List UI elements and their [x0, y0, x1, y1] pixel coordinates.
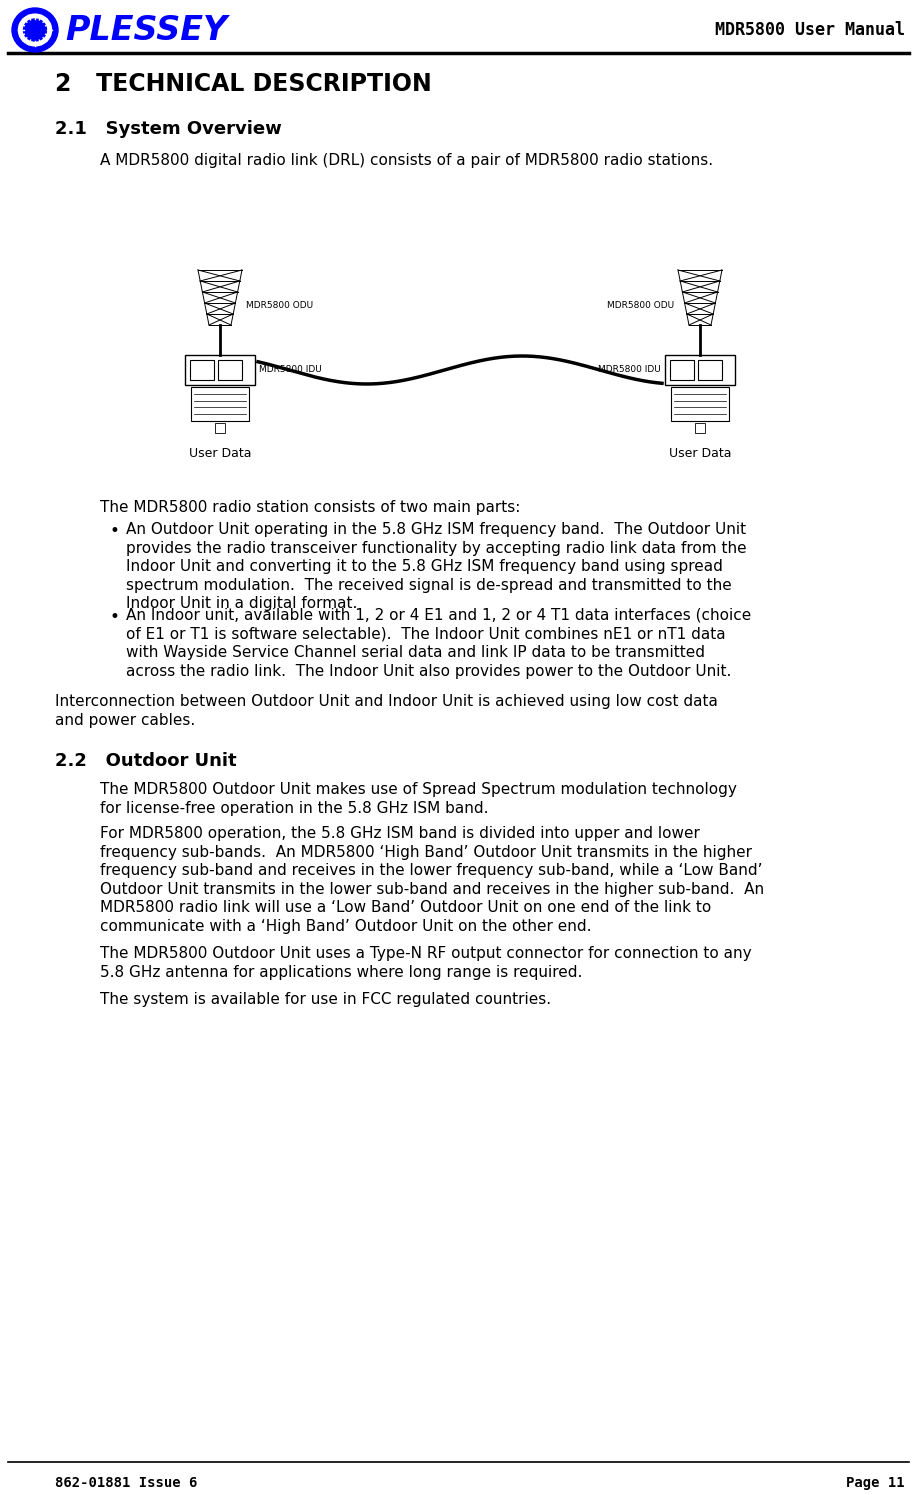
Text: MDR5800 User Manual: MDR5800 User Manual [715, 21, 905, 39]
Text: 2.1   System Overview: 2.1 System Overview [55, 120, 282, 138]
Text: The system is available for use in FCC regulated countries.: The system is available for use in FCC r… [100, 993, 551, 1008]
Text: User Data: User Data [668, 447, 731, 460]
Bar [190, 360, 214, 380]
Text: Interconnection between Outdoor Unit and Indoor Unit is achieved using low cost : Interconnection between Outdoor Unit and… [55, 694, 718, 728]
Text: For MDR5800 operation, the 5.8 GHz ISM band is divided into upper and lower
freq: For MDR5800 operation, the 5.8 GHz ISM b… [100, 827, 764, 934]
Bar [670, 360, 694, 380]
Text: The MDR5800 radio station consists of two main parts:: The MDR5800 radio station consists of tw… [100, 499, 520, 514]
Ellipse shape [18, 13, 51, 46]
Bar [698, 360, 722, 380]
Bar [185, 354, 255, 386]
Bar [215, 423, 225, 434]
Bar [695, 423, 705, 434]
Text: 2   TECHNICAL DESCRIPTION: 2 TECHNICAL DESCRIPTION [55, 72, 432, 96]
Bar [671, 387, 729, 422]
Ellipse shape [24, 19, 47, 40]
Text: MDR5800 ODU: MDR5800 ODU [246, 302, 313, 311]
Text: An Outdoor Unit operating in the 5.8 GHz ISM frequency band.  The Outdoor Unit
p: An Outdoor Unit operating in the 5.8 GHz… [126, 522, 746, 611]
Text: Page 11: Page 11 [846, 1476, 905, 1491]
Text: MDR5800 IDU: MDR5800 IDU [598, 365, 661, 375]
Bar [218, 360, 242, 380]
Text: PLESSEY: PLESSEY [65, 13, 227, 46]
Text: User Data: User Data [189, 447, 251, 460]
Text: The MDR5800 Outdoor Unit uses a Type-N RF output connector for connection to any: The MDR5800 Outdoor Unit uses a Type-N R… [100, 946, 752, 979]
Text: A MDR5800 digital radio link (DRL) consists of a pair of MDR5800 radio stations.: A MDR5800 digital radio link (DRL) consi… [100, 152, 713, 167]
Text: •: • [110, 522, 120, 540]
Text: 862-01881 Issue 6: 862-01881 Issue 6 [55, 1476, 197, 1491]
Text: 2.2   Outdoor Unit: 2.2 Outdoor Unit [55, 752, 237, 770]
Text: •: • [110, 608, 120, 626]
Text: MDR5800 IDU: MDR5800 IDU [259, 365, 322, 375]
Text: MDR5800 ODU: MDR5800 ODU [607, 302, 674, 311]
Bar [191, 387, 249, 422]
Bar [665, 354, 735, 386]
Text: The MDR5800 Outdoor Unit makes use of Spread Spectrum modulation technology
for : The MDR5800 Outdoor Unit makes use of Sp… [100, 782, 737, 816]
Text: An Indoor unit, available with 1, 2 or 4 E1 and 1, 2 or 4 T1 data interfaces (ch: An Indoor unit, available with 1, 2 or 4… [126, 608, 751, 679]
Ellipse shape [12, 7, 58, 52]
